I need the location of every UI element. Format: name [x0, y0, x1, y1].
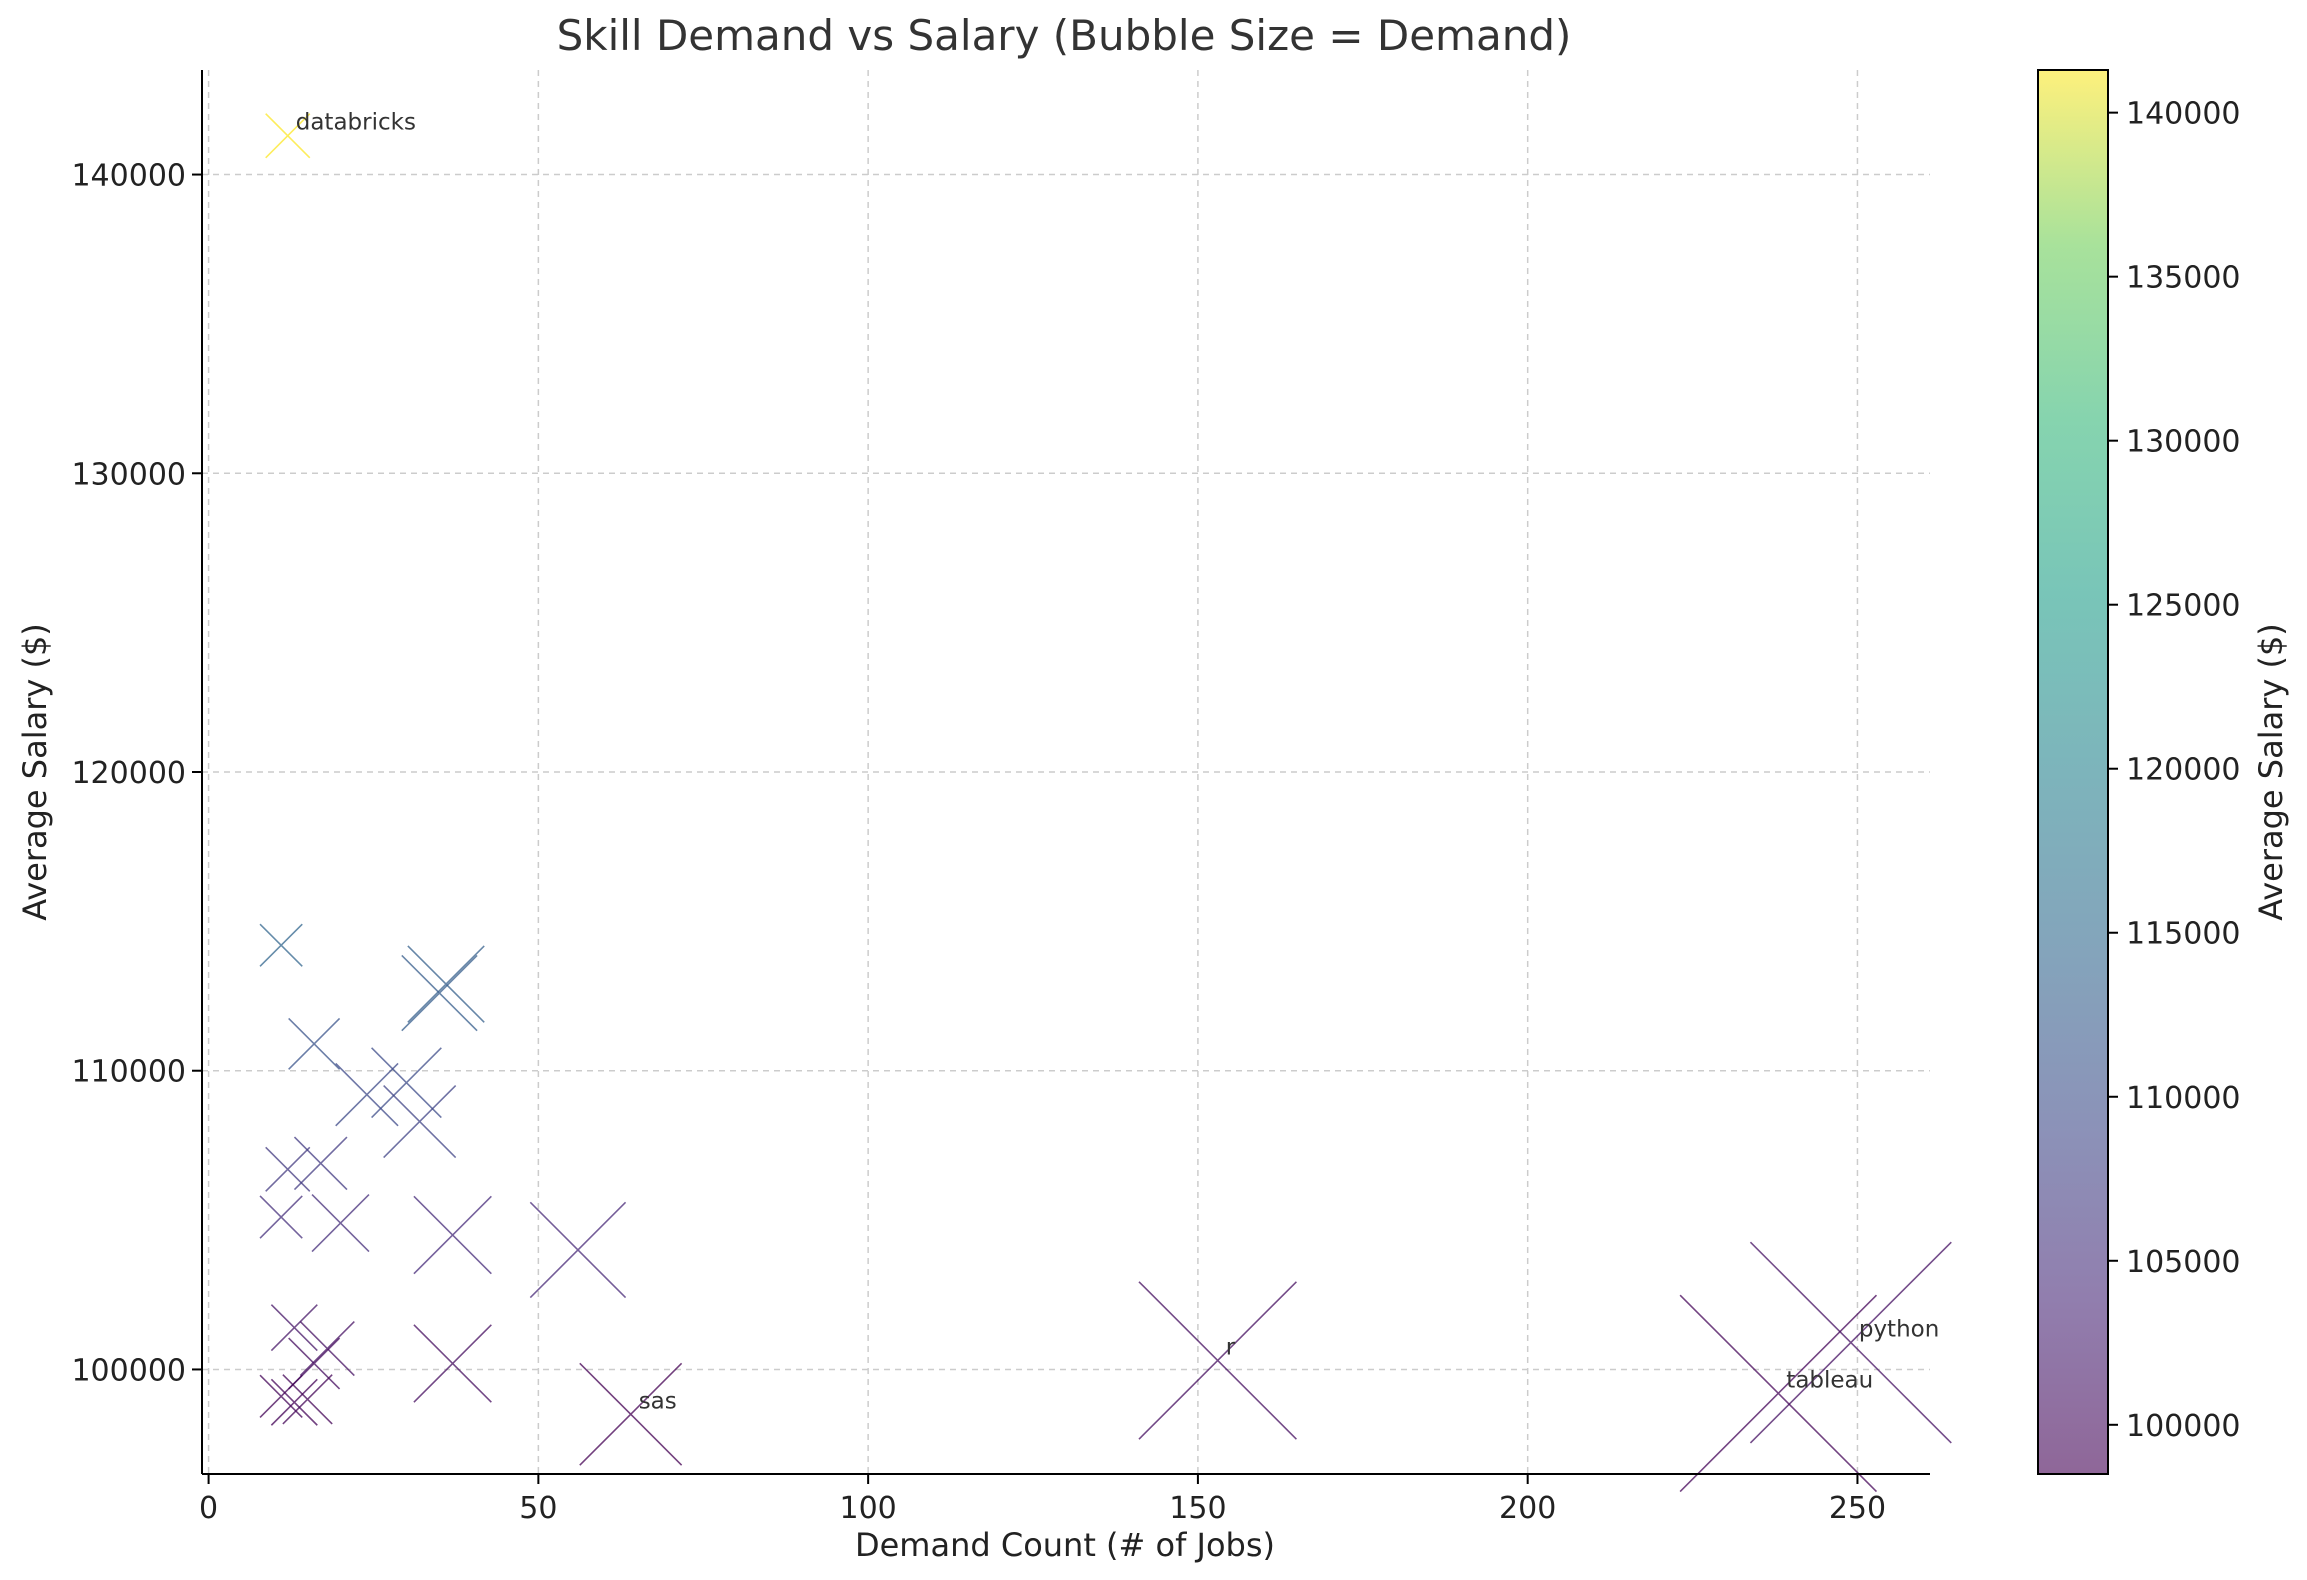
- data-point: [265, 1146, 311, 1192]
- y-tick-label: 130000: [71, 457, 186, 492]
- colorbar-tick-label: 125000: [2126, 589, 2241, 624]
- data-point: [270, 1378, 318, 1426]
- data-point: [579, 1362, 683, 1466]
- x-tick-label: 250: [1829, 1491, 1886, 1526]
- data-point: [1679, 1294, 1878, 1493]
- y-ticks: 100000 110000 120000 130000 140000: [71, 159, 202, 1388]
- colorbar-tick-label: 135000: [2126, 261, 2241, 296]
- data-point: [293, 1136, 348, 1191]
- y-axis-label: Average Salary ($): [16, 623, 54, 921]
- colorbar-tick-label: 100000: [2126, 1409, 2241, 1444]
- data-point: [311, 1194, 370, 1253]
- data-point: [259, 923, 303, 967]
- data-point: [282, 1374, 333, 1425]
- point-label: python: [1859, 1317, 1939, 1343]
- data-point: [401, 954, 478, 1032]
- data-point: [413, 1324, 492, 1403]
- point-label: databricks: [296, 110, 416, 136]
- x-tick-label: 150: [1169, 1491, 1226, 1526]
- data-point: [383, 1084, 457, 1159]
- colorbar-label: Average Salary ($): [2252, 623, 2290, 921]
- x-tick-label: 50: [519, 1491, 557, 1526]
- colorbar: [2037, 69, 2109, 1475]
- y-tick-label: 120000: [71, 756, 186, 791]
- data-point: [265, 113, 311, 159]
- data-point: [407, 945, 485, 1023]
- point-label: sas: [639, 1388, 677, 1414]
- colorbar-ticks: 100000 105000 110000 115000 120000 125000 1300…: [2108, 97, 2241, 1444]
- colorbar-tick-label: 105000: [2126, 1245, 2241, 1280]
- point-label: tableau: [1786, 1367, 1873, 1393]
- data-point: [1138, 1281, 1297, 1440]
- x-axis-label: Demand Count (# of Jobs): [855, 1526, 1275, 1564]
- data-point: [259, 1374, 303, 1419]
- data-point: [1749, 1241, 1952, 1444]
- chart-title: Skill Demand vs Salary (Bubble Size = De…: [557, 11, 1572, 60]
- y-tick-label: 100000: [71, 1353, 186, 1388]
- x-tick-label: 100: [840, 1491, 897, 1526]
- data-points: [259, 113, 1952, 1493]
- x-tick-label: 200: [1499, 1491, 1556, 1526]
- data-point: [299, 1320, 355, 1377]
- colorbar-tick-label: 110000: [2126, 1081, 2241, 1116]
- point-label: r: [1226, 1334, 1236, 1360]
- grid-lines: [202, 70, 1930, 1474]
- data-point: [288, 1017, 341, 1070]
- data-point: [270, 1304, 318, 1352]
- data-point: [529, 1201, 627, 1299]
- data-point: [335, 1062, 399, 1127]
- y-tick-label: 110000: [71, 1055, 186, 1090]
- data-point: [259, 1195, 303, 1239]
- y-tick-label: 140000: [71, 159, 186, 194]
- colorbar-tick-label: 130000: [2126, 425, 2241, 460]
- point-labels: databricks sas r python tableau: [296, 110, 1940, 1415]
- x-tick-label: 0: [199, 1491, 218, 1526]
- x-ticks: 0 50 100 150 200 250: [199, 1474, 1886, 1526]
- colorbar-tick-label: 140000: [2126, 97, 2241, 132]
- data-point: [413, 1195, 492, 1275]
- data-point: [371, 1047, 442, 1119]
- colorbar-tick-label: 120000: [2126, 753, 2241, 788]
- colorbar-tick-label: 115000: [2126, 917, 2241, 952]
